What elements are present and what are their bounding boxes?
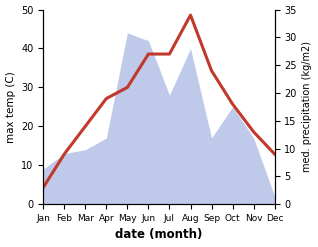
Y-axis label: max temp (C): max temp (C): [5, 71, 16, 143]
X-axis label: date (month): date (month): [115, 228, 203, 242]
Y-axis label: med. precipitation (kg/m2): med. precipitation (kg/m2): [302, 41, 313, 172]
